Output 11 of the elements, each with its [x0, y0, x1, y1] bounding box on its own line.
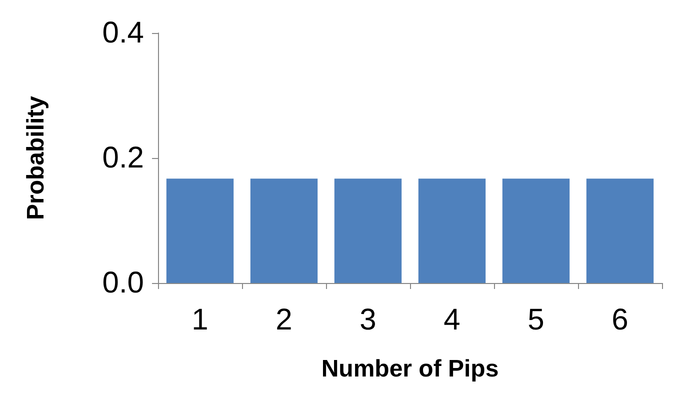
x-tick-label: 1 — [192, 304, 208, 336]
y-tick-label: 0.0 — [102, 266, 144, 300]
x-axis-title: Number of Pips — [321, 356, 499, 382]
x-tick-label: 4 — [444, 304, 460, 336]
x-tick-label: 3 — [360, 304, 376, 336]
x-tick-label: 2 — [276, 304, 292, 336]
x-tick-label: 6 — [612, 304, 628, 336]
y-tick-label: 0.2 — [102, 142, 144, 174]
y-axis-title: Probability — [22, 95, 50, 220]
y-tick-label: 0.4 — [102, 16, 144, 50]
x-tick-label: 5 — [528, 304, 544, 336]
